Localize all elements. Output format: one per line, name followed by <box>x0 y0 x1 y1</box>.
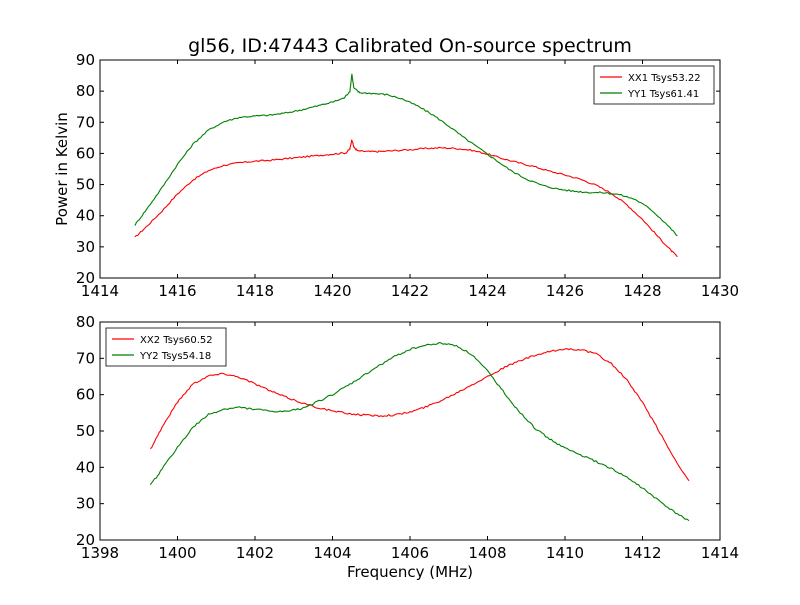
legend-box <box>105 327 227 367</box>
y-tick-label: 80 <box>76 82 95 100</box>
x-tick-label: 1430 <box>701 282 739 300</box>
y-axis-label: Power in Kelvin <box>53 112 71 226</box>
y-tick-label: 50 <box>76 176 95 194</box>
series-line-xx2 <box>149 348 690 482</box>
y-tick-label: 60 <box>76 144 95 162</box>
x-tick-label: 1414 <box>701 544 739 562</box>
y-tick-label: 80 <box>76 313 95 331</box>
x-tick-label: 1424 <box>468 282 506 300</box>
x-tick-label: 1428 <box>623 282 661 300</box>
legend-label: YY1 Tsys61.41 <box>627 89 699 100</box>
x-tick-label: 1426 <box>546 282 584 300</box>
x-tick-label: 1398 <box>81 544 119 562</box>
x-tick-label: 1416 <box>158 282 196 300</box>
x-tick-label: 1418 <box>236 282 274 300</box>
y-tick-label: 40 <box>76 207 95 225</box>
x-tick-label: 1414 <box>81 282 119 300</box>
bottom-legend: XX2 Tsys60.52 YY2 Tsys54.18 <box>105 327 227 367</box>
x-tick-label: 1404 <box>313 544 351 562</box>
top-series-lines <box>134 73 678 258</box>
top-axis-ticks: 1414 1416 1418 1420 1422 1424 1426 1428 1430 20 30… <box>76 51 739 300</box>
bottom-axis-ticks: 1398 1400 1402 1404 1406 1408 1410 1412 1414 20 30… <box>76 313 739 562</box>
y-tick-label: 20 <box>76 269 95 287</box>
top-subplot: gl56, ID:47443 Calibrated On-source spec… <box>53 35 739 300</box>
y-tick-label: 20 <box>76 531 95 549</box>
y-tick-label: 30 <box>76 495 95 513</box>
x-tick-label: 1406 <box>391 544 429 562</box>
x-tick-label: 1410 <box>546 544 584 562</box>
y-tick-label: 40 <box>76 458 95 476</box>
x-tick-label: 1422 <box>391 282 429 300</box>
x-tick-label: 1400 <box>158 544 196 562</box>
series-line-xx1 <box>134 139 678 258</box>
x-axis-label: Frequency (MHz) <box>347 563 473 581</box>
chart-title: gl56, ID:47443 Calibrated On-source spec… <box>188 35 632 57</box>
series-line-yy2 <box>149 342 690 522</box>
y-tick-label: 70 <box>76 113 95 131</box>
bottom-subplot: Frequency (MHz) 1398 1400 1402 1404 1406 1408… <box>76 313 739 581</box>
legend-box <box>593 65 715 105</box>
series-line-yy1 <box>134 73 678 237</box>
y-tick-label: 60 <box>76 386 95 404</box>
x-tick-label: 1408 <box>468 544 506 562</box>
legend-label: XX1 Tsys53.22 <box>628 73 701 84</box>
x-tick-label: 1402 <box>236 544 274 562</box>
y-tick-label: 30 <box>76 238 95 256</box>
x-tick-label: 1412 <box>623 544 661 562</box>
y-tick-label: 90 <box>76 51 95 69</box>
y-tick-label: 70 <box>76 349 95 367</box>
top-legend: XX1 Tsys53.22 YY1 Tsys61.41 <box>593 65 715 105</box>
bottom-series-lines <box>149 342 690 522</box>
y-tick-label: 50 <box>76 422 95 440</box>
legend-label: YY2 Tsys54.18 <box>139 351 211 362</box>
legend-label: XX2 Tsys60.52 <box>140 335 213 346</box>
x-tick-label: 1420 <box>313 282 351 300</box>
